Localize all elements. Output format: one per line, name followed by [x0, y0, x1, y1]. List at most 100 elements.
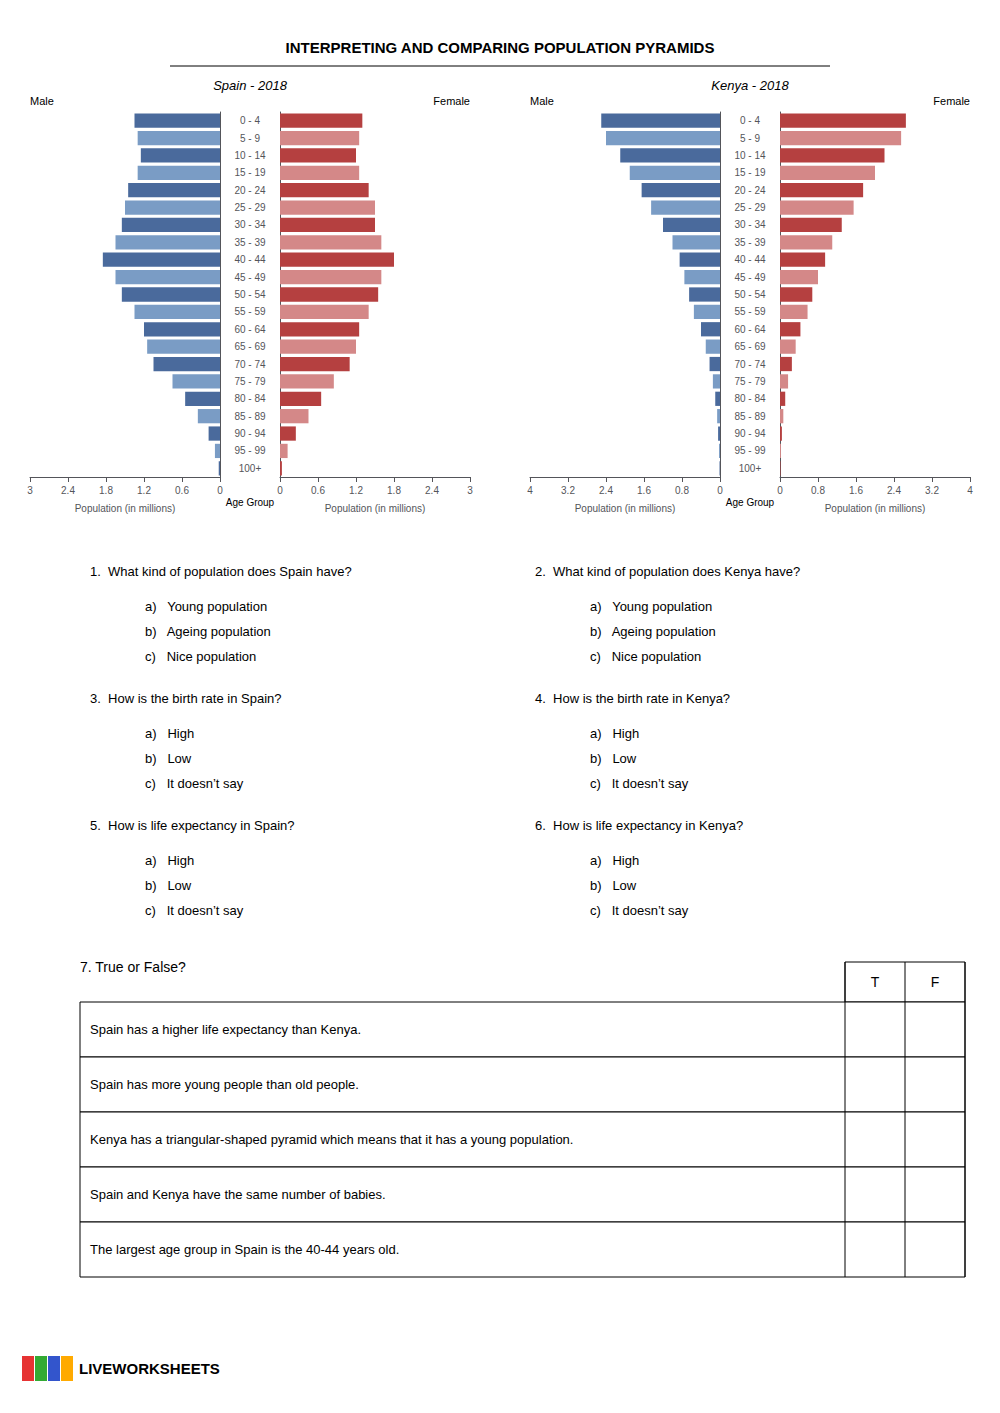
svg-text:15 - 19: 15 - 19: [734, 167, 766, 178]
svg-text:Population (in millions): Population (in millions): [325, 503, 426, 514]
svg-text:45 - 49: 45 - 49: [734, 272, 766, 283]
svg-text:Spain has more young people th: Spain has more young people than old peo…: [90, 1077, 359, 1092]
svg-text:1.2: 1.2: [349, 485, 363, 496]
svg-text:50 - 54: 50 - 54: [234, 289, 266, 300]
svg-text:80 - 84: 80 - 84: [734, 393, 766, 404]
svg-text:Kenya - 2018: Kenya - 2018: [711, 78, 789, 93]
svg-text:1. What kind of population do: 1. What kind of population does Spain ha…: [90, 564, 352, 579]
svg-text:T: T: [871, 974, 880, 990]
svg-text:70 - 74: 70 - 74: [734, 359, 766, 370]
svg-text:1.2: 1.2: [137, 485, 151, 496]
svg-text:b) Low: b) Low: [145, 751, 192, 766]
svg-text:0: 0: [717, 485, 723, 496]
svg-text:4: 4: [527, 485, 533, 496]
svg-text:20 - 24: 20 - 24: [734, 185, 766, 196]
svg-text:Kenya has a triangular-shaped: Kenya has a triangular-shaped pyramid wh…: [90, 1132, 573, 1147]
svg-text:LIVEWORKSHEETS: LIVEWORKSHEETS: [79, 1360, 220, 1377]
svg-text:2.4: 2.4: [887, 485, 901, 496]
svg-text:a) High: a) High: [145, 726, 194, 741]
svg-text:Age Group: Age Group: [726, 497, 775, 508]
svg-text:b) Low: b) Low: [145, 878, 192, 893]
svg-text:50 - 54: 50 - 54: [734, 289, 766, 300]
svg-text:INTERPRETING AND COMPARING POP: INTERPRETING AND COMPARING POPULATION PY…: [286, 39, 715, 56]
svg-text:85 - 89: 85 - 89: [234, 411, 266, 422]
svg-text:80 - 84: 80 - 84: [234, 393, 266, 404]
svg-text:40 - 44: 40 - 44: [734, 254, 766, 265]
svg-text:95 - 99: 95 - 99: [734, 445, 766, 456]
svg-text:Population (in millions): Population (in millions): [75, 503, 176, 514]
svg-text:3. How is the birth rate in S: 3. How is the birth rate in Spain?: [90, 691, 282, 706]
svg-text:3.2: 3.2: [561, 485, 575, 496]
svg-text:45 - 49: 45 - 49: [234, 272, 266, 283]
svg-text:20 - 24: 20 - 24: [234, 185, 266, 196]
svg-text:75 - 79: 75 - 79: [234, 376, 266, 387]
svg-text:100+: 100+: [739, 463, 762, 474]
svg-text:4. How is the birth rate in K: 4. How is the birth rate in Kenya?: [535, 691, 730, 706]
svg-text:4: 4: [967, 485, 973, 496]
svg-text:90 - 94: 90 - 94: [234, 428, 266, 439]
svg-text:a) High: a) High: [145, 853, 194, 868]
svg-text:25 - 29: 25 - 29: [734, 202, 766, 213]
svg-text:0: 0: [777, 485, 783, 496]
svg-text:30 - 34: 30 - 34: [234, 219, 266, 230]
svg-text:Male: Male: [530, 95, 554, 107]
svg-text:30 - 34: 30 - 34: [734, 219, 766, 230]
svg-text:60 - 64: 60 - 64: [734, 324, 766, 335]
svg-text:0.6: 0.6: [175, 485, 189, 496]
svg-text:35 - 39: 35 - 39: [234, 237, 266, 248]
svg-text:F: F: [931, 974, 940, 990]
svg-text:7. True or False?: 7. True or False?: [80, 959, 186, 975]
svg-text:70 - 74: 70 - 74: [234, 359, 266, 370]
svg-text:2. What kind of population do: 2. What kind of population does Kenya ha…: [535, 564, 800, 579]
svg-text:1.8: 1.8: [387, 485, 401, 496]
svg-text:b) Low: b) Low: [590, 878, 637, 893]
svg-text:65 - 69: 65 - 69: [734, 341, 766, 352]
svg-text:a) Young population: a) Young population: [145, 599, 267, 614]
svg-text:5 - 9: 5 - 9: [240, 133, 260, 144]
svg-text:15 - 19: 15 - 19: [234, 167, 266, 178]
svg-text:10 - 14: 10 - 14: [234, 150, 266, 161]
svg-text:90 - 94: 90 - 94: [734, 428, 766, 439]
svg-text:0 - 4: 0 - 4: [740, 115, 760, 126]
svg-text:c) It doesn’t say: c) It doesn’t say: [145, 776, 244, 791]
svg-text:b) Ageing population: b) Ageing population: [145, 624, 271, 639]
svg-text:0.6: 0.6: [311, 485, 325, 496]
svg-text:c) It doesn’t say: c) It doesn’t say: [145, 903, 244, 918]
svg-text:Age Group: Age Group: [226, 497, 275, 508]
svg-text:85 - 89: 85 - 89: [734, 411, 766, 422]
svg-text:0.8: 0.8: [675, 485, 689, 496]
svg-text:0 - 4: 0 - 4: [240, 115, 260, 126]
svg-text:95 - 99: 95 - 99: [234, 445, 266, 456]
svg-text:Population (in millions): Population (in millions): [575, 503, 676, 514]
svg-text:c) Nice population: c) Nice population: [145, 649, 256, 664]
svg-text:2.4: 2.4: [425, 485, 439, 496]
svg-text:55 - 59: 55 - 59: [234, 306, 266, 317]
svg-text:Male: Male: [30, 95, 54, 107]
svg-text:Female: Female: [933, 95, 970, 107]
svg-text:1.6: 1.6: [637, 485, 651, 496]
svg-text:0: 0: [277, 485, 283, 496]
svg-text:a) High: a) High: [590, 726, 639, 741]
svg-text:40 - 44: 40 - 44: [234, 254, 266, 265]
svg-text:b) Ageing population: b) Ageing population: [590, 624, 716, 639]
svg-text:100+: 100+: [239, 463, 262, 474]
svg-text:0.8: 0.8: [811, 485, 825, 496]
svg-text:1.6: 1.6: [849, 485, 863, 496]
svg-text:35 - 39: 35 - 39: [734, 237, 766, 248]
svg-text:3: 3: [27, 485, 33, 496]
svg-text:75 - 79: 75 - 79: [734, 376, 766, 387]
svg-text:5 - 9: 5 - 9: [740, 133, 760, 144]
svg-text:65 - 69: 65 - 69: [234, 341, 266, 352]
svg-text:b) Low: b) Low: [590, 751, 637, 766]
svg-text:The largest age group in Spain: The largest age group in Spain is the 40…: [90, 1242, 399, 1257]
svg-text:25 - 29: 25 - 29: [234, 202, 266, 213]
svg-text:6. How is life expectancy in: 6. How is life expectancy in Kenya?: [535, 818, 743, 833]
svg-text:60 - 64: 60 - 64: [234, 324, 266, 335]
svg-text:a) Young population: a) Young population: [590, 599, 712, 614]
svg-text:c) It doesn’t say: c) It doesn’t say: [590, 776, 689, 791]
svg-text:c) It doesn’t say: c) It doesn’t say: [590, 903, 689, 918]
svg-text:Spain and Kenya have the same: Spain and Kenya have the same number of …: [90, 1187, 386, 1202]
svg-text:a) High: a) High: [590, 853, 639, 868]
svg-text:5. How is life expectancy in: 5. How is life expectancy in Spain?: [90, 818, 295, 833]
svg-text:2.4: 2.4: [61, 485, 75, 496]
